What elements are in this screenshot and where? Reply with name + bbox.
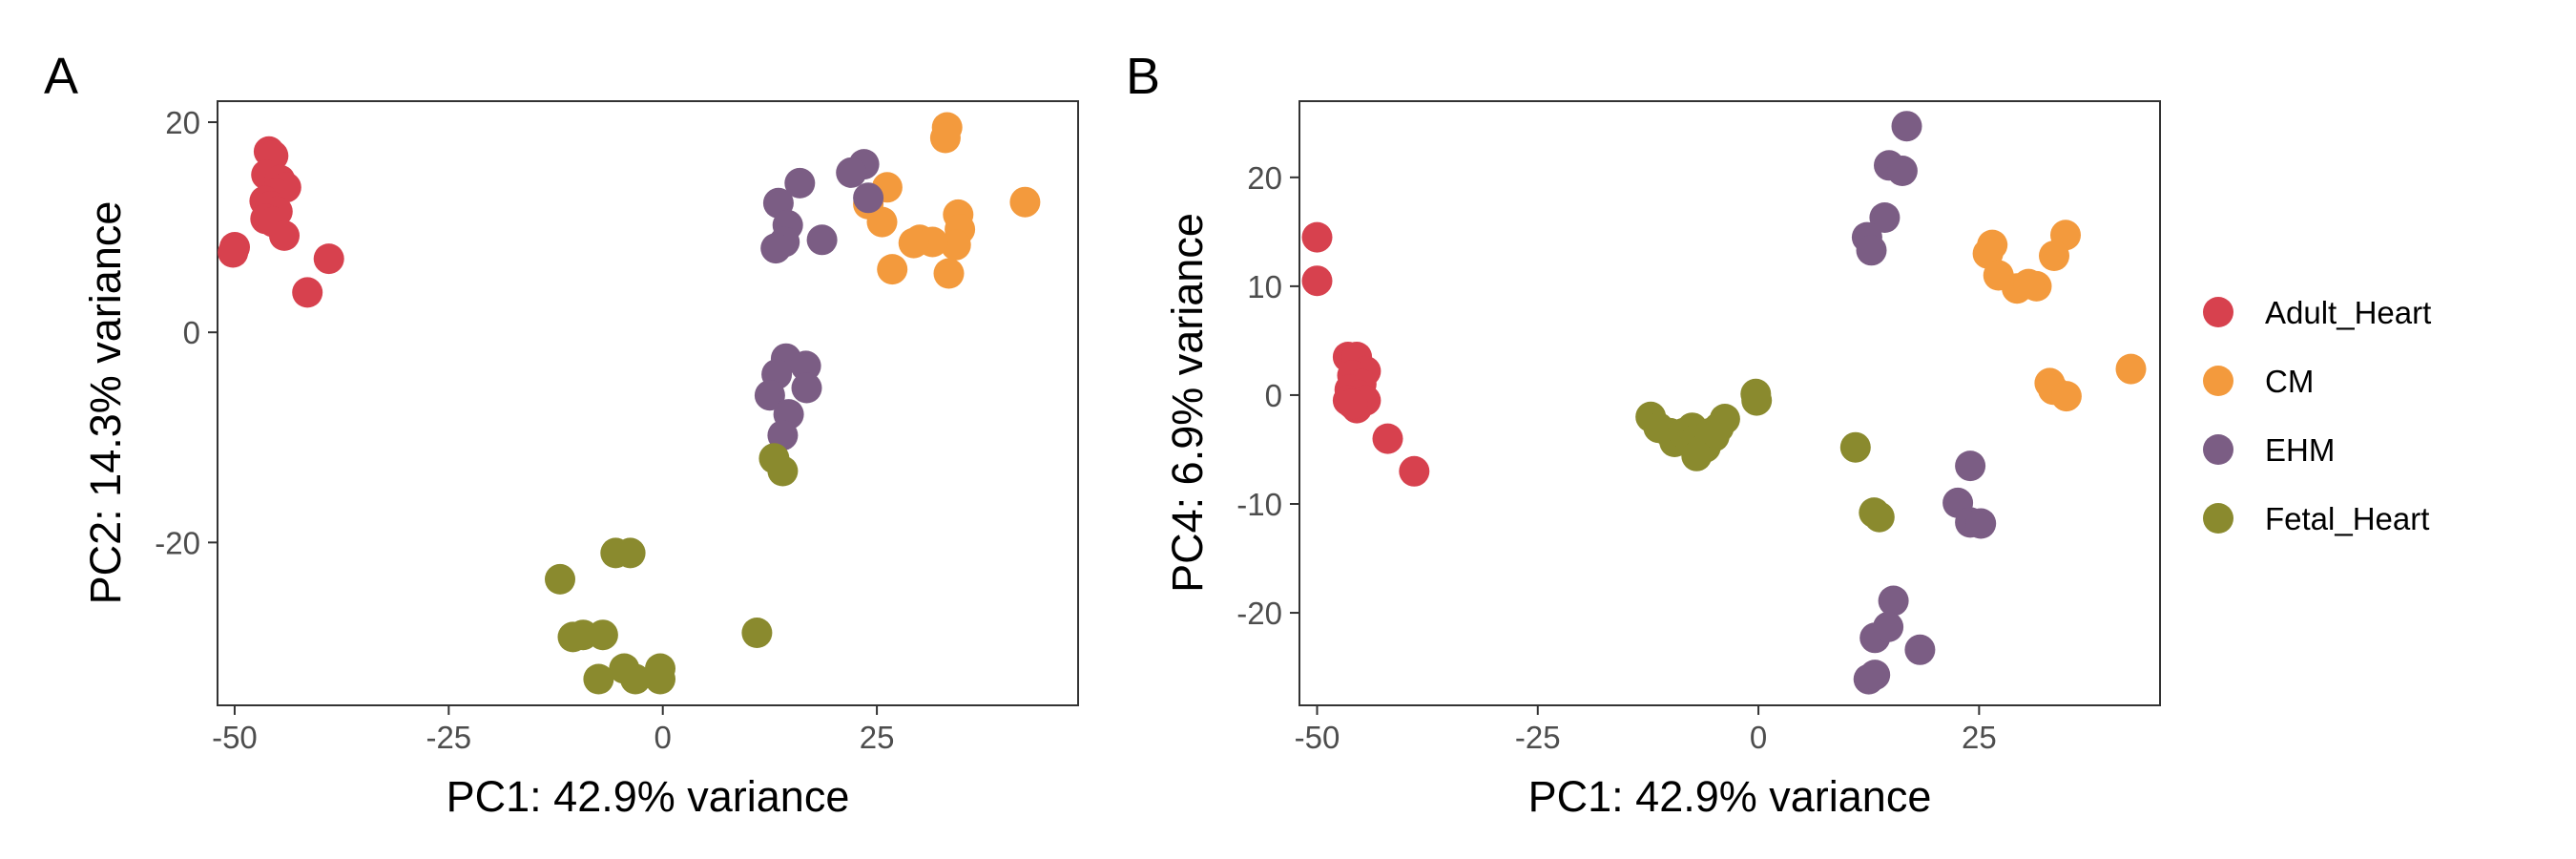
panel-b-point-ehm-10 — [1878, 585, 1909, 617]
panel-a-point-ehm-2 — [784, 167, 816, 199]
panel-b-point-fetal-heart-11 — [1698, 421, 1730, 452]
panel-b-point-ehm-2 — [1886, 156, 1918, 186]
panel-b-point-fetal-heart-15 — [1839, 431, 1871, 463]
panel-b-point-ehm-11 — [1904, 634, 1936, 665]
panel-a-point-fetal-heart-9 — [620, 663, 651, 695]
legend-key-adult-heart — [2203, 297, 2233, 327]
panel-a-point-ehm-1 — [836, 157, 867, 188]
panel-b-point-adult-heart-13 — [1372, 423, 1403, 454]
panel-a-y-tick-label-1: 0 — [183, 315, 200, 350]
panel-a-point-adult-heart-15 — [292, 277, 323, 308]
panel-b-point-ehm-6 — [1955, 450, 1986, 482]
panel-b-point-adult-heart-1 — [1301, 265, 1333, 297]
panel-a-point-ehm-3 — [853, 182, 884, 214]
panel-b-point-adult-heart-14 — [1399, 455, 1430, 487]
panel-a-letter: A — [44, 48, 78, 105]
panel-b-y-axis-title: PC4: 6.9% variance — [1163, 213, 1212, 593]
panel-a-point-fetal-heart-2 — [614, 537, 646, 569]
panel-a-point-cm-4 — [1009, 186, 1041, 218]
panel-a-point-cm-7 — [940, 229, 971, 261]
panel-a-point-adult-heart-13 — [218, 237, 249, 268]
panel-b-plot-frame — [1298, 100, 2161, 706]
legend-label-fetal-heart: Fetal_Heart — [2265, 501, 2429, 536]
panel-a-point-fetal-heart-0 — [545, 563, 575, 595]
legend-key-cm — [2203, 366, 2233, 396]
panel-b-x-axis-title: PC1: 42.9% variance — [1528, 772, 1932, 821]
panel-b-point-fetal-heart-12 — [1681, 440, 1713, 471]
panel-a-y-axis-title: PC2: 14.3% variance — [81, 201, 130, 605]
panel-b-x-tick-label-1: -25 — [1515, 720, 1561, 755]
panel-b-y-tick-label-0: -20 — [1236, 596, 1282, 631]
panel-a-x-axis-title: PC1: 42.9% variance — [447, 772, 850, 821]
panel-b-point-adult-heart-12 — [1337, 388, 1368, 420]
panel-a-x-axis: -50 -25 0 25 — [212, 705, 894, 755]
panel-b-point-cm-11 — [2050, 381, 2082, 412]
panel-a-x-tick-label-0: -50 — [212, 720, 258, 755]
panel-a-x-tick-label-2: 0 — [654, 720, 672, 755]
panel-b: B -50 -25 0 25 -20 -10 0 10 20 PC1: 42.9% varia… — [1126, 48, 2161, 821]
panel-b-points — [1301, 111, 2147, 695]
legend-label-ehm: EHM — [2265, 432, 2335, 468]
panel-b-y-tick-label-3: 10 — [1247, 269, 1282, 304]
panel-b-x-tick-label-0: -50 — [1295, 720, 1340, 755]
panel-b-point-cm-8 — [2115, 353, 2147, 385]
panel-b-letter: B — [1126, 48, 1160, 105]
legend-item-fetal-heart: Fetal_Heart — [2203, 501, 2429, 536]
legend-label-adult-heart: Adult_Heart — [2265, 295, 2431, 330]
panel-a-point-fetal-heart-10 — [583, 663, 614, 695]
panel-a-point-adult-heart-14 — [313, 243, 344, 275]
panel-a-point-cm-10 — [898, 227, 929, 259]
legend-item-adult-heart: Adult_Heart — [2203, 295, 2431, 330]
panel-a-point-fetal-heart-11 — [645, 663, 675, 695]
panel-a-point-cm-12 — [877, 254, 908, 285]
panel-a-x-tick-label-3: 25 — [860, 720, 895, 755]
panel-a-point-ehm-11 — [790, 350, 821, 382]
panel-a-point-fetal-heart-6 — [741, 618, 773, 648]
panel-b-y-tick-label-2: 0 — [1265, 378, 1282, 413]
panel-a-y-tick-label-0: -20 — [155, 525, 200, 560]
panel-a-point-adult-heart-11 — [269, 220, 300, 251]
panel-b-x-tick-label-2: 0 — [1750, 720, 1767, 755]
legend-key-ehm — [2203, 434, 2233, 465]
panel-b-point-fetal-heart-14 — [1741, 385, 1773, 416]
panel-a-point-ehm-13 — [754, 380, 785, 411]
panel-b-y-tick-label-4: 20 — [1247, 160, 1282, 196]
panel-b-point-ehm-13 — [1873, 611, 1904, 642]
legend: Adult_Heart CM EHM Fetal_Heart — [2203, 295, 2431, 536]
panel-a-point-fetal-heart-5 — [587, 619, 618, 651]
panel-b-y-tick-label-1: -10 — [1236, 487, 1282, 522]
panel-b-point-ehm-3 — [1869, 202, 1901, 233]
panel-b-x-axis: -50 -25 0 25 — [1295, 705, 1997, 755]
panel-a-plot-frame — [217, 100, 1079, 706]
panel-a-point-ehm-8 — [760, 233, 792, 264]
panel-b-point-ehm-15 — [1859, 660, 1891, 691]
panel-a-point-cm-11 — [866, 206, 898, 238]
legend-item-cm: CM — [2203, 364, 2314, 399]
panel-b-x-tick-label-3: 25 — [1962, 720, 1997, 755]
panel-b-point-fetal-heart-17 — [1863, 501, 1895, 533]
panel-a: A -50 -25 0 25 -20 0 20 PC1: 42.9% variance P… — [44, 48, 1079, 821]
panel-a-point-ehm-6 — [806, 224, 838, 256]
panel-b-y-axis: -20 -10 0 10 20 — [1236, 160, 1299, 631]
panel-b-point-ehm-0 — [1891, 111, 1922, 142]
panel-a-point-ehm-15 — [767, 420, 799, 451]
panel-a-point-ehm-12 — [791, 372, 822, 404]
panel-a-points — [218, 112, 1041, 695]
legend-key-fetal-heart — [2203, 503, 2233, 534]
panel-a-y-tick-label-2: 20 — [165, 105, 200, 140]
panel-b-point-ehm-5 — [1856, 235, 1887, 266]
panel-b-point-cm-3 — [2039, 241, 2069, 271]
panel-a-y-axis: -20 0 20 — [155, 105, 218, 560]
panel-b-point-adult-heart-0 — [1301, 221, 1333, 253]
panel-a-point-cm-1 — [929, 122, 961, 154]
panel-b-point-cm-7 — [2013, 268, 2045, 300]
panel-a-point-cm-13 — [933, 258, 965, 289]
panel-b-point-ehm-9 — [1965, 508, 1997, 539]
legend-item-ehm: EHM — [2203, 432, 2335, 468]
panel-a-x-tick-label-1: -25 — [426, 720, 471, 755]
panel-a-point-fetal-heart-13 — [767, 455, 799, 487]
legend-label-cm: CM — [2265, 364, 2314, 399]
